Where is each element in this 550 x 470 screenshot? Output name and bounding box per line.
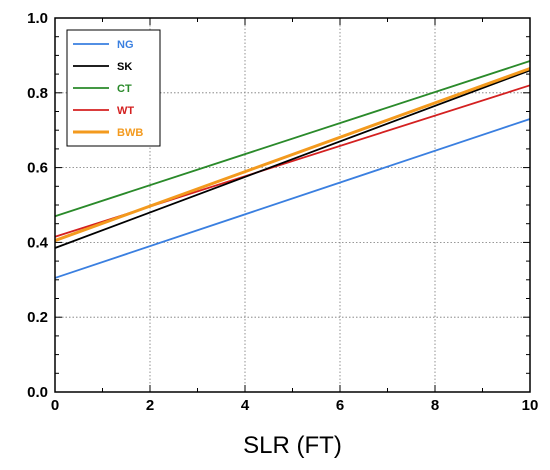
y-tick-label: 0.0 [27,384,48,401]
x-tick-label: 2 [146,397,154,414]
y-tick-label: 0.6 [27,160,48,177]
series-line-bwb [54,67,531,242]
series-line-sk [54,69,531,249]
y-tick-label: 0.4 [27,234,49,251]
y-tick-label: 0.8 [27,85,48,102]
legend-label-sk: SK [117,61,132,73]
series-line-ct [54,60,531,218]
x-tick-label: 0 [51,397,59,414]
series-line-ng [54,118,531,279]
legend-label-bwb: BWB [117,127,143,139]
series-lines [54,60,531,279]
x-tick-label: 10 [522,397,539,414]
x-tick-label: 4 [241,397,250,414]
y-tick-label: 0.2 [27,309,48,326]
grid [55,18,530,392]
legend-label-wt: WT [117,105,134,117]
legend: NG SK CT WT BWB [66,29,161,147]
x-tick-label: 8 [431,397,439,414]
legend-label-ct: CT [117,83,132,95]
y-tick-label: 1.0 [27,10,48,27]
legend-label-ng: NG [117,39,134,51]
x-tick-label: 6 [336,397,344,414]
x-axis-title: SLR (FT) [243,432,342,459]
axis-ticks: 0 2 4 6 8 10 0.0 0.2 0.4 0.6 0.8 1.0 [27,10,538,414]
